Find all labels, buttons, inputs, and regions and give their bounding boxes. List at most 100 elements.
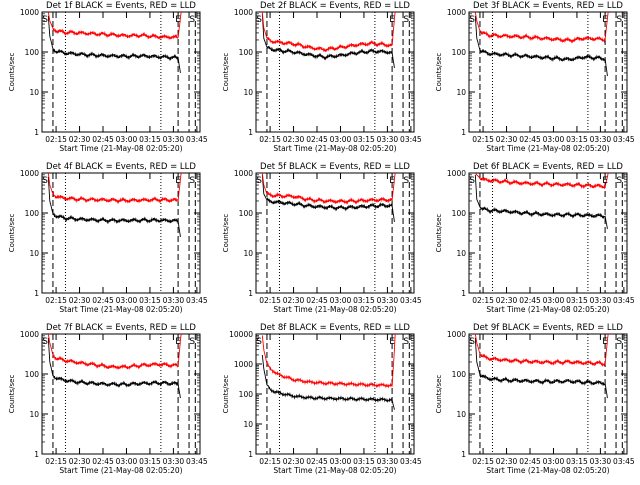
events-series-line [47, 337, 181, 399]
y-tick-label: 1 [34, 128, 39, 137]
lld-series-line [261, 172, 396, 205]
x-tick-label: 03:30 [163, 457, 185, 466]
chart-panel: Det 7f BLACK = Events, RED = LLD 1 10 100 10… [8, 323, 208, 475]
lld-series-line [261, 333, 396, 389]
interval-marker-label: S [189, 15, 195, 25]
x-tick-label: 02:45 [92, 457, 114, 466]
interval-marker-label: S [42, 337, 48, 347]
x-tick-label: 02:45 [519, 457, 541, 466]
y-tick-label: 100 [25, 48, 40, 57]
x-tick-label: 02:15 [259, 457, 281, 466]
interval-marker-label: E [602, 15, 608, 25]
y-tick-label: 1 [34, 450, 39, 459]
x-tick-label: 02:30 [283, 296, 305, 305]
x-tick-label: 02:30 [496, 296, 518, 305]
y-tick-label: 10 [29, 410, 39, 419]
interval-marker-label: S [403, 15, 409, 25]
y-axis-label: Counts/sec [222, 214, 230, 253]
x-tick-label: 03:45 [613, 135, 635, 144]
y-tick-label: 1 [461, 450, 466, 459]
y-tick-label: 1000 [234, 169, 253, 178]
chart-title: Det 6f BLACK = Events, RED = LLD [473, 162, 623, 172]
x-tick-label: 02:45 [92, 296, 114, 305]
chart-panel: Det 8f BLACK = Events, RED = LLD 1 10 100 10… [222, 323, 422, 475]
y-tick-label: 1000 [447, 169, 466, 178]
y-tick-label: 1 [461, 128, 466, 137]
interval-marker-label: S [616, 15, 622, 25]
x-tick-label: 03:45 [400, 457, 422, 466]
x-tick-label: 03:15 [353, 296, 375, 305]
x-tick-label: 02:30 [283, 457, 305, 466]
x-tick-label: 03:45 [186, 296, 208, 305]
x-axis-label: Start Time (21-May-08 02:05:20) [59, 466, 182, 475]
plot-frame [468, 172, 628, 294]
x-tick-label: 02:30 [69, 457, 91, 466]
x-tick-label: 03:00 [330, 296, 352, 305]
events-series-line [261, 354, 395, 410]
x-tick-label: 02:30 [496, 457, 518, 466]
x-tick-label: 02:30 [69, 135, 91, 144]
y-tick-label: 10 [243, 88, 253, 97]
x-tick-label: 03:45 [186, 457, 208, 466]
x-tick-label: 02:15 [472, 457, 494, 466]
interval-marker-label: S [189, 337, 195, 347]
y-tick-label: 1 [34, 289, 39, 298]
x-tick-label: 03:15 [566, 457, 588, 466]
x-tick-label: 02:45 [306, 296, 328, 305]
events-series-line [474, 174, 608, 229]
y-tick-label: 100 [452, 209, 467, 218]
lld-series-line [261, 11, 396, 53]
chart-title: Det 8f BLACK = Events, RED = LLD [260, 323, 410, 333]
y-tick-label: 100 [25, 370, 40, 379]
y-tick-label: 100 [239, 209, 254, 218]
x-tick-label: 02:45 [519, 135, 541, 144]
x-tick-label: 03:45 [400, 296, 422, 305]
y-tick-label: 1000 [234, 360, 253, 369]
interval-marker-label: S [616, 176, 622, 186]
x-tick-label: 02:45 [306, 457, 328, 466]
interval-marker-label: E [175, 176, 181, 186]
chart-panel: Det 2f BLACK = Events, RED = LLD 1 10 100 10… [222, 1, 422, 153]
interval-marker-label: S [403, 176, 409, 186]
lld-series-line [474, 172, 609, 190]
y-axis-label: Counts/sec [435, 375, 443, 414]
chart-title: Det 3f BLACK = Events, RED = LLD [473, 1, 623, 11]
interval-marker-label: E [175, 15, 181, 25]
x-tick-label: 03:30 [590, 457, 612, 466]
x-tick-label: 02:45 [306, 135, 328, 144]
events-series-line [474, 15, 608, 77]
interval-marker-label: S [403, 337, 409, 347]
x-tick-label: 03:15 [139, 457, 161, 466]
lld-series-line [47, 11, 182, 40]
x-axis-label: Start Time (21-May-08 02:05:20) [486, 144, 609, 153]
y-tick-label: 1 [248, 289, 253, 298]
y-tick-label: 10 [456, 410, 466, 419]
y-tick-label: 100 [239, 390, 254, 399]
interval-marker-label: S [256, 176, 262, 186]
plot-frame [41, 11, 201, 133]
y-tick-label: 1000 [20, 330, 39, 339]
x-axis-label: Start Time (21-May-08 02:05:20) [59, 305, 182, 314]
y-tick-label: 1000 [447, 330, 466, 339]
y-tick-label: 10 [29, 88, 39, 97]
y-axis-label: Counts/sec [8, 375, 16, 414]
x-tick-label: 03:30 [163, 135, 185, 144]
x-tick-label: 03:00 [116, 135, 138, 144]
y-tick-label: 10 [456, 88, 466, 97]
y-tick-label: 10000 [229, 330, 253, 339]
chart-title: Det 1f BLACK = Events, RED = LLD [46, 1, 196, 11]
y-axis-label: Counts/sec [222, 375, 230, 414]
x-tick-label: 03:00 [543, 135, 565, 144]
y-axis-label: Counts/sec [8, 53, 16, 92]
x-tick-label: 03:45 [400, 135, 422, 144]
x-tick-label: 03:00 [543, 296, 565, 305]
interval-marker-label: S [42, 15, 48, 25]
lld-series-line [474, 11, 609, 44]
interval-marker-label: S [469, 337, 475, 347]
interval-marker-label: E [389, 337, 395, 347]
x-axis-label: Start Time (21-May-08 02:05:20) [486, 466, 609, 475]
y-axis-label: Counts/sec [222, 53, 230, 92]
y-axis-label: Counts/sec [435, 53, 443, 92]
interval-marker-label: E [389, 15, 395, 25]
